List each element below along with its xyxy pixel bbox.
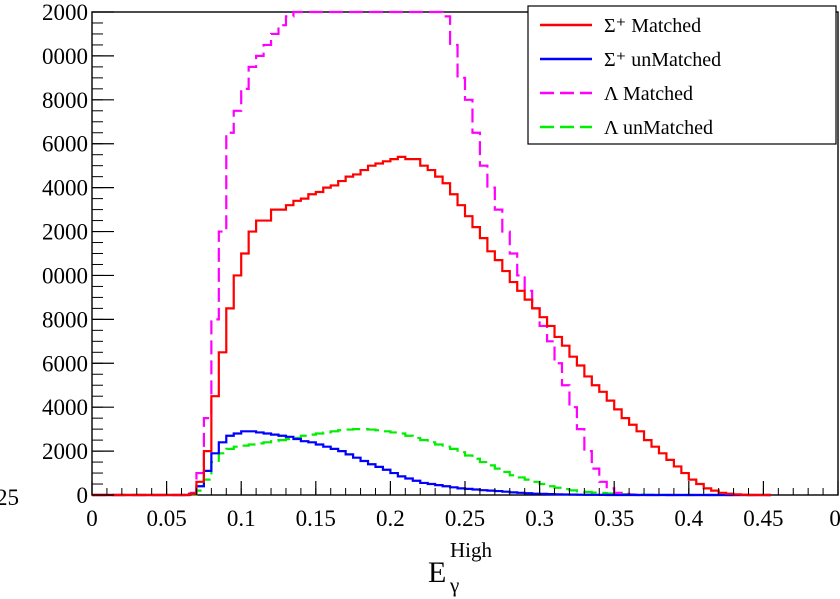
x-axis-title: E γ High: [428, 538, 493, 597]
y-tick-label: 0000: [42, 263, 88, 288]
y-tick-label: 8000: [42, 307, 88, 332]
x-axis: 0 0.05 0.1 0.15 0.2 0.25 0.3 0.35 0.4 0.45 0.: [86, 481, 840, 531]
x-tick-label: 0.25: [445, 506, 485, 531]
legend-label-0: Σ⁺ Matched: [604, 15, 701, 37]
y-tick-label: 8000: [42, 88, 88, 113]
x-tick-label: 0.05: [146, 506, 186, 531]
series-line-2: [92, 10, 771, 497]
y-corner-label: 25: [0, 485, 19, 510]
y-tick-label: 4000: [42, 176, 88, 201]
legend-label-1: Σ⁺ unMatched: [604, 49, 721, 71]
x-tick-label: 0.1: [227, 506, 256, 531]
x-axis-label-sup: High: [450, 538, 493, 562]
y-tick-label: 6000: [42, 351, 88, 376]
y-tick-label: 4000: [42, 395, 88, 420]
x-tick-label: 0.45: [743, 506, 783, 531]
x-tick-label: 0.3: [525, 506, 554, 531]
y-tick-label: 0000: [42, 44, 88, 69]
series-line-0: [92, 155, 771, 497]
y-tick-label: 6000: [42, 132, 88, 157]
legend-box: [527, 5, 837, 145]
y-tick-label: 2000: [42, 439, 88, 464]
legend: Σ⁺ Matched Σ⁺ unMatched Λ Matched Λ unMatch…: [527, 5, 837, 145]
legend-label-2: Λ Matched: [604, 83, 693, 105]
x-tick-label: 0.35: [594, 506, 634, 531]
y-tick-label: 0: [77, 483, 89, 508]
y-tick-label: 2000: [42, 0, 88, 25]
legend-label-3: Λ unMatched: [604, 117, 713, 139]
y-tick-label: 2000: [42, 220, 88, 245]
x-axis-label-main: E: [428, 556, 446, 589]
y-axis: 0 2000 4000 6000 8000 0000 2000 4000 6000 8000 000…: [42, 0, 114, 508]
x-tick-label: 0: [86, 506, 98, 531]
x-tick-label: 0.15: [296, 506, 336, 531]
x-axis-label-sub: γ: [449, 573, 459, 597]
x-tick-label: 0.: [829, 506, 840, 531]
x-tick-label: 0.4: [674, 506, 703, 531]
x-tick-label: 0.2: [376, 506, 405, 531]
